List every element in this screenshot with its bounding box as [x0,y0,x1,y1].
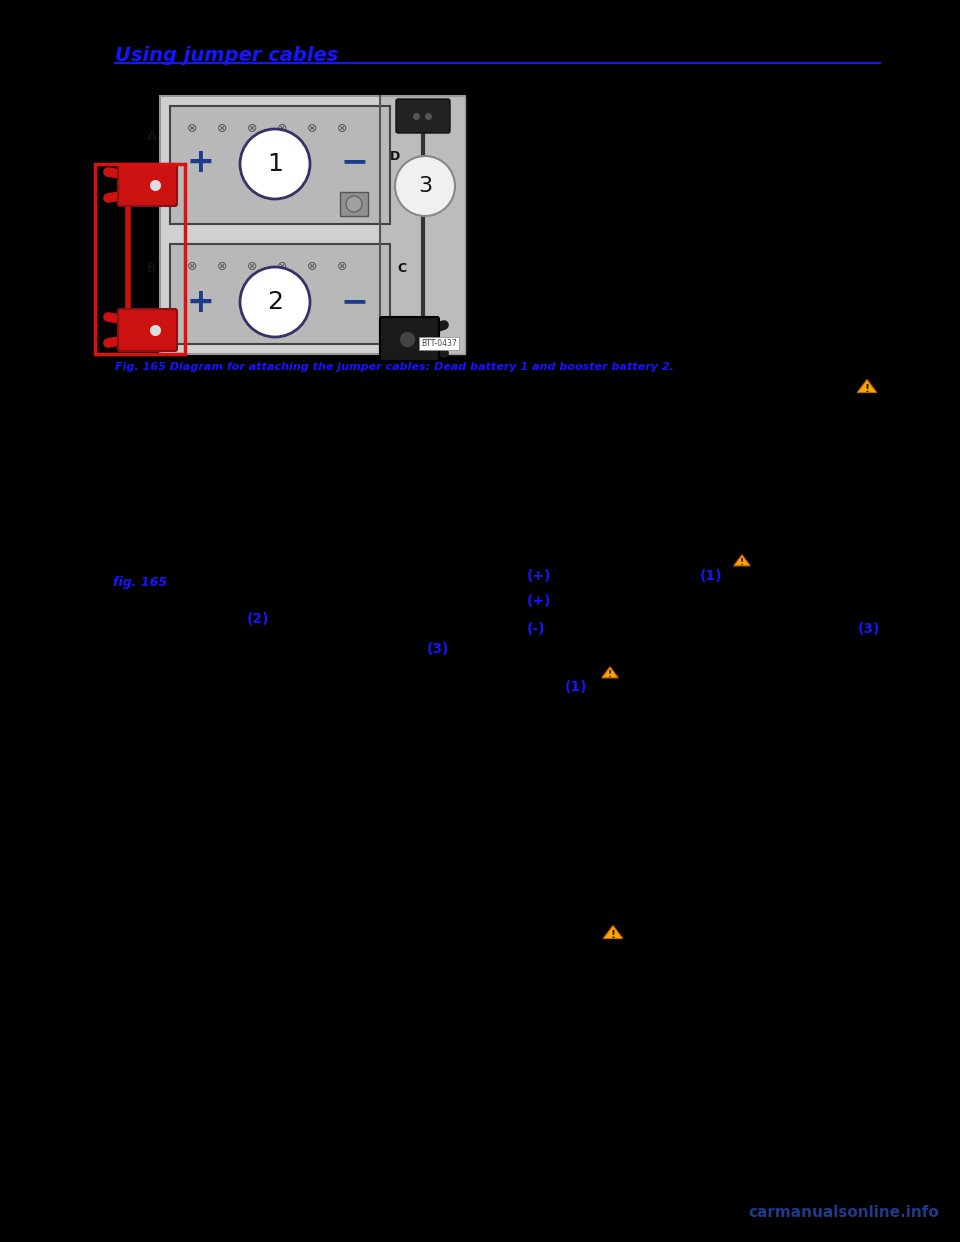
Text: (1): (1) [565,681,588,694]
Text: 3: 3 [418,176,432,196]
Text: ⊗: ⊗ [276,122,287,134]
FancyBboxPatch shape [396,99,450,133]
Text: !: ! [865,384,870,394]
Polygon shape [603,925,623,939]
FancyBboxPatch shape [118,309,177,351]
Circle shape [395,156,455,216]
Text: !: ! [740,558,744,568]
Text: ⊗: ⊗ [337,122,348,134]
Text: (1): (1) [700,569,723,582]
FancyBboxPatch shape [170,243,390,344]
Text: Using jumper cables: Using jumper cables [115,46,338,65]
Text: (3): (3) [858,622,880,636]
Text: fig. 165: fig. 165 [113,576,167,589]
Text: ⊗: ⊗ [247,260,257,272]
Text: ⊗: ⊗ [187,122,197,134]
Text: (+): (+) [527,594,551,609]
Text: BTT-0437: BTT-0437 [421,339,457,348]
Text: D: D [390,149,400,163]
FancyBboxPatch shape [340,193,368,216]
Text: (2): (2) [247,612,270,626]
Text: ⊗: ⊗ [307,260,317,272]
Text: (+): (+) [527,569,551,582]
Text: ⊗: ⊗ [337,260,348,272]
FancyBboxPatch shape [380,317,439,361]
Circle shape [346,196,362,212]
FancyBboxPatch shape [160,96,465,354]
Text: +: + [186,145,214,179]
Text: (-): (-) [527,622,545,636]
Text: ⊗: ⊗ [217,122,228,134]
Text: A: A [147,129,156,143]
Text: carmanualsonline.info: carmanualsonline.info [748,1205,939,1220]
Text: −: − [341,286,369,318]
FancyBboxPatch shape [380,96,465,354]
Text: ⊗: ⊗ [307,122,317,134]
Text: ⊗: ⊗ [247,122,257,134]
Text: ⊗: ⊗ [276,260,287,272]
Text: Fig. 165 Diagram for attaching the jumper cables: Dead battery 1 and booster bat: Fig. 165 Diagram for attaching the jumpe… [115,361,674,373]
Circle shape [240,267,310,337]
Text: (3): (3) [427,642,449,656]
Polygon shape [602,667,618,678]
FancyBboxPatch shape [170,106,390,224]
Text: +: + [186,286,214,318]
Text: !: ! [611,930,615,940]
Text: B: B [147,262,156,276]
Text: 2: 2 [267,289,283,314]
Polygon shape [857,380,876,392]
Polygon shape [733,555,751,566]
Text: C: C [397,262,407,276]
Text: ⊗: ⊗ [187,260,197,272]
Text: 1: 1 [267,152,283,176]
Text: ⊗: ⊗ [217,260,228,272]
Text: !: ! [608,669,612,679]
Text: −: − [341,145,369,179]
FancyBboxPatch shape [118,164,177,206]
Circle shape [240,129,310,199]
